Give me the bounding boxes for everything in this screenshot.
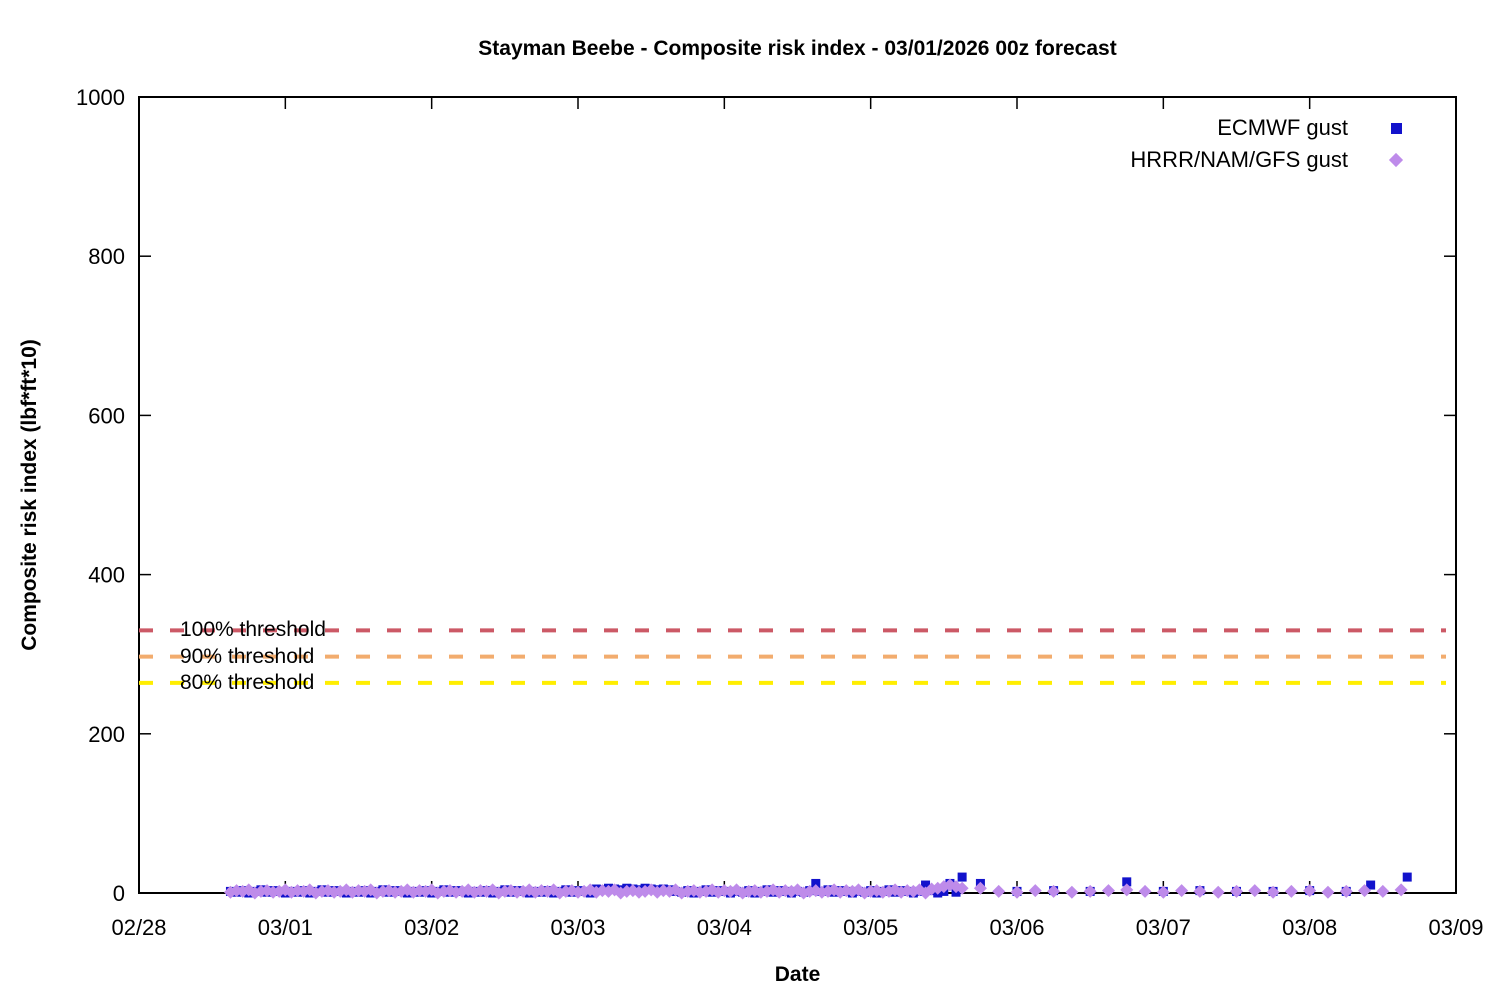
square-marker-icon xyxy=(1388,120,1404,136)
x-tick-label: 03/03 xyxy=(550,915,605,940)
data-point-diamond xyxy=(1339,884,1353,898)
data-point-diamond xyxy=(955,881,969,895)
data-point-diamond xyxy=(1376,884,1390,898)
plot-border xyxy=(138,96,1457,894)
x-tick-label: 03/02 xyxy=(404,915,459,940)
x-tick-label: 02/28 xyxy=(111,915,166,940)
data-point-diamond xyxy=(1175,884,1189,898)
y-tick-label: 800 xyxy=(88,244,125,269)
x-axis-label: Date xyxy=(774,963,821,986)
data-point-diamond xyxy=(1156,885,1170,899)
data-point-diamond xyxy=(1321,885,1335,899)
y-tick-label: 600 xyxy=(88,403,125,428)
x-tick-label: 03/05 xyxy=(843,915,898,940)
data-point-square xyxy=(957,872,967,882)
data-point-diamond xyxy=(1101,884,1115,898)
data-point-diamond xyxy=(1266,885,1280,899)
threshold-label-90: 90% threshold xyxy=(180,644,315,668)
threshold-label-100: 100% threshold xyxy=(180,618,326,642)
y-tick-label: 0 xyxy=(113,881,125,906)
x-tick-label: 03/09 xyxy=(1428,915,1483,940)
data-point-diamond xyxy=(1211,885,1225,899)
legend-label-hrrr: HRRR/NAM/GFS gust xyxy=(1130,147,1348,172)
data-point-diamond xyxy=(1065,885,1079,899)
data-point-square xyxy=(811,878,821,888)
y-axis-label: Composite risk index (lbf*ft*10) xyxy=(18,339,41,651)
data-point-square xyxy=(921,880,931,890)
data-point-diamond xyxy=(1138,884,1152,898)
data-point-square xyxy=(1402,872,1412,882)
data-point-diamond xyxy=(973,881,987,895)
data-point-diamond xyxy=(1010,885,1024,899)
data-point-diamond xyxy=(1230,884,1243,898)
x-tick-label: 03/07 xyxy=(1136,915,1191,940)
legend-row-hrrr: HRRR/NAM/GFS gust xyxy=(1130,144,1404,176)
x-tick-label: 03/06 xyxy=(989,915,1044,940)
data-point-diamond xyxy=(1358,884,1372,898)
data-point-diamond xyxy=(1120,883,1134,897)
diamond-marker-icon xyxy=(1388,152,1404,168)
data-point-diamond xyxy=(1303,884,1317,898)
legend-row-ecmwf: ECMWF gust xyxy=(1130,112,1404,144)
legend-label-ecmwf: ECMWF gust xyxy=(1217,115,1348,140)
x-tick-label: 03/04 xyxy=(697,915,752,940)
y-tick-label: 200 xyxy=(88,722,125,747)
data-point-diamond xyxy=(1248,884,1262,898)
data-point-diamond xyxy=(1193,884,1207,898)
data-point-square xyxy=(1122,877,1132,887)
y-tick-label: 1000 xyxy=(76,85,125,110)
x-tick-label: 03/08 xyxy=(1282,915,1337,940)
data-point-square xyxy=(1366,880,1376,890)
data-point-diamond xyxy=(1028,884,1042,898)
x-tick-label: 03/01 xyxy=(258,915,313,940)
legend: ECMWF gust HRRR/NAM/GFS gust xyxy=(1130,112,1404,176)
data-point-diamond xyxy=(1083,884,1097,898)
data-point-diamond xyxy=(1284,884,1298,898)
data-point-diamond xyxy=(992,884,1006,898)
y-tick-label: 400 xyxy=(88,563,125,588)
data-point-diamond xyxy=(1394,883,1408,897)
threshold-label-80: 80% threshold xyxy=(180,670,315,694)
chart-title: Stayman Beebe - Composite risk index - 0… xyxy=(478,37,1117,60)
data-point-diamond xyxy=(1047,884,1061,898)
